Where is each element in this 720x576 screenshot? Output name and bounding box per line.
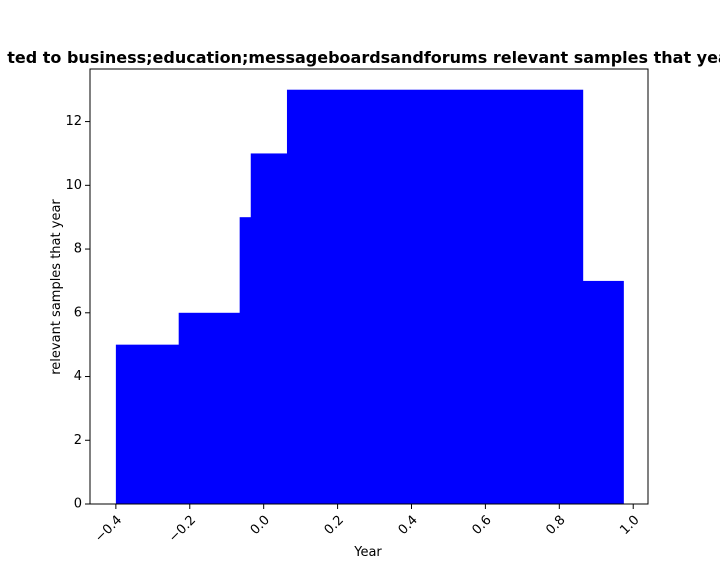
y-tick-label: 8 — [74, 242, 82, 257]
x-tick-label: −0.2 — [166, 513, 199, 546]
bar-1 — [178, 312, 241, 504]
y-tick-label: 0 — [74, 497, 82, 512]
x-axis-label: Year — [353, 545, 382, 560]
x-tick-label: 1.0 — [617, 513, 642, 538]
x-tick-label: −0.4 — [92, 513, 125, 546]
x-tick-label: 0.8 — [543, 513, 568, 538]
y-tick-label: 12 — [65, 114, 82, 129]
x-tick-label: 0.6 — [469, 513, 494, 538]
bar-4 — [286, 89, 584, 505]
y-tick-label: 6 — [74, 305, 82, 320]
y-tick-label: 2 — [74, 433, 82, 448]
y-tick-label: 4 — [74, 369, 82, 384]
y-axis-label: relevant samples that year — [49, 199, 64, 375]
y-axis-ticks: 0 2 4 6 8 10 12 — [65, 114, 90, 512]
bar-3 — [250, 153, 288, 504]
x-tick-label: 0.2 — [322, 513, 347, 538]
bars-layer — [115, 89, 624, 505]
bar-2 — [239, 217, 252, 504]
chart-title: ted to business;education;messageboardsa… — [7, 48, 720, 67]
bar-0 — [115, 344, 180, 504]
plot-frame — [89, 68, 649, 505]
x-axis-ticks: −0.4 −0.2 0.0 0.2 0.4 0.6 0.8 1.0 — [92, 504, 643, 546]
x-tick-label: 0.0 — [248, 513, 273, 538]
bar-5 — [582, 280, 624, 504]
x-tick-label: 0.4 — [396, 513, 421, 538]
y-tick-label: 10 — [65, 178, 82, 193]
